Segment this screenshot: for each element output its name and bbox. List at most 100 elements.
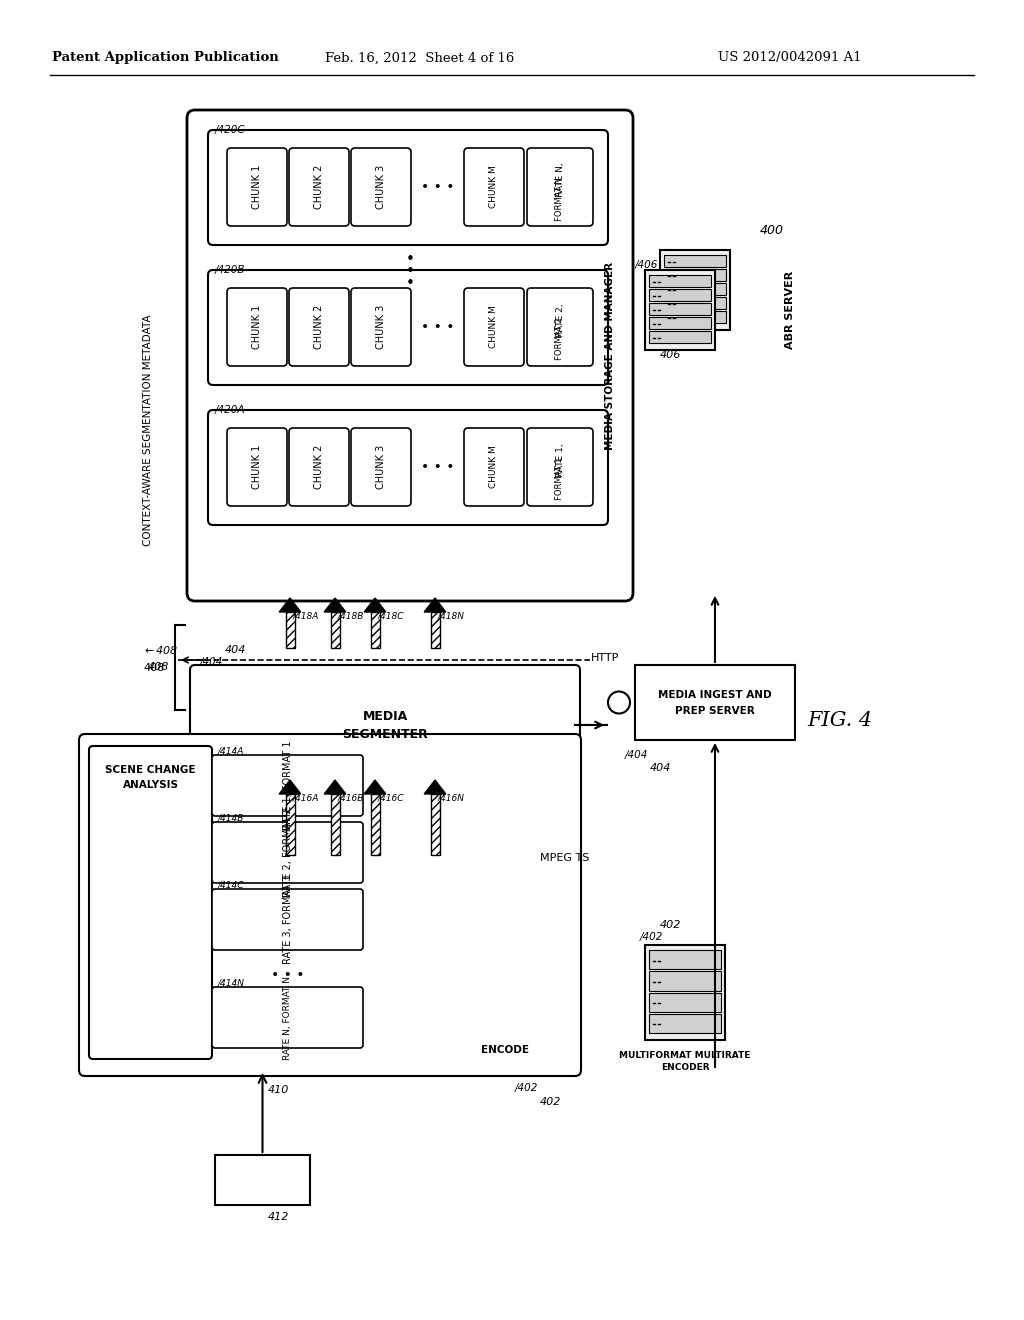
Text: CHUNK M: CHUNK M: [489, 306, 499, 348]
FancyBboxPatch shape: [208, 411, 608, 525]
Bar: [649, 993, 721, 1011]
FancyBboxPatch shape: [212, 987, 362, 1048]
Text: RATE 1,: RATE 1,: [555, 444, 564, 477]
Text: /402: /402: [640, 932, 664, 942]
Bar: [649, 317, 711, 329]
Bar: [331, 795, 340, 855]
Text: /414C: /414C: [218, 880, 245, 890]
Text: • • •: • • •: [270, 968, 304, 982]
Bar: [649, 950, 721, 969]
Text: /416C: /416C: [378, 793, 404, 803]
Text: CHUNK 1: CHUNK 1: [252, 445, 262, 490]
FancyBboxPatch shape: [212, 888, 362, 950]
Text: /402: /402: [515, 1082, 539, 1093]
Text: /406: /406: [635, 260, 658, 271]
Text: /414N: /414N: [218, 978, 245, 987]
FancyBboxPatch shape: [227, 428, 287, 506]
Bar: [649, 331, 711, 343]
Bar: [286, 795, 295, 855]
Text: 404: 404: [650, 763, 672, 774]
Bar: [215, 1155, 310, 1205]
FancyBboxPatch shape: [79, 734, 581, 1076]
Text: $\leftarrow$408: $\leftarrow$408: [142, 644, 178, 656]
Bar: [430, 612, 439, 648]
Text: CHUNK 2: CHUNK 2: [314, 305, 324, 350]
Text: /418A: /418A: [293, 611, 319, 620]
Text: /418B: /418B: [338, 611, 365, 620]
Polygon shape: [325, 598, 346, 612]
Bar: [645, 271, 715, 350]
Polygon shape: [365, 780, 386, 795]
Bar: [649, 275, 711, 286]
Text: FORMAT 1: FORMAT 1: [555, 458, 564, 500]
Text: ENCODER: ENCODER: [660, 1064, 710, 1072]
Text: 402: 402: [660, 920, 681, 931]
Text: • • •: • • •: [421, 319, 455, 334]
Bar: [286, 612, 295, 648]
Text: US 2012/0042091 A1: US 2012/0042091 A1: [718, 51, 862, 65]
Text: FORMAT N: FORMAT N: [555, 177, 564, 220]
Text: /404: /404: [625, 750, 648, 760]
Text: ABR SERVER: ABR SERVER: [785, 271, 795, 348]
Text: Patent Application Publication: Patent Application Publication: [51, 51, 279, 65]
FancyBboxPatch shape: [227, 288, 287, 366]
Text: RATE 3, FORMAT 3: RATE 3, FORMAT 3: [283, 875, 293, 964]
Bar: [664, 297, 726, 309]
Polygon shape: [424, 780, 445, 795]
Text: • • •: • • •: [421, 459, 455, 474]
FancyBboxPatch shape: [351, 288, 411, 366]
Text: /416N: /416N: [438, 793, 465, 803]
Text: 410: 410: [267, 1085, 289, 1096]
Text: 408: 408: [143, 663, 165, 673]
Text: /420B: /420B: [215, 265, 246, 275]
Bar: [664, 269, 726, 281]
FancyBboxPatch shape: [464, 148, 524, 226]
Text: ENCODE: ENCODE: [481, 1045, 529, 1055]
Bar: [635, 665, 795, 741]
Text: /418N: /418N: [438, 611, 465, 620]
Text: •: •: [406, 276, 415, 292]
Text: 406: 406: [660, 350, 681, 360]
Bar: [649, 1014, 721, 1034]
Bar: [660, 249, 730, 330]
Text: • • •: • • •: [421, 180, 455, 194]
Text: /416B: /416B: [338, 793, 365, 803]
Text: RATE N, FORMAT N: RATE N, FORMAT N: [283, 975, 292, 1060]
Text: RATE 1, FORMAT 1: RATE 1, FORMAT 1: [283, 741, 293, 830]
Text: /416A: /416A: [293, 793, 319, 803]
Text: CONTEXT-AWARE SEGMENTATION METADATA: CONTEXT-AWARE SEGMENTATION METADATA: [143, 314, 153, 545]
FancyBboxPatch shape: [289, 288, 349, 366]
Text: /404: /404: [200, 657, 223, 667]
Text: RATE 2,: RATE 2,: [555, 304, 564, 337]
Text: FORMAT 2: FORMAT 2: [555, 318, 564, 360]
Text: /420A: /420A: [215, 405, 246, 414]
Text: CHUNK 2: CHUNK 2: [314, 445, 324, 490]
Bar: [664, 282, 726, 294]
Text: •: •: [406, 252, 415, 268]
Text: CHUNK M: CHUNK M: [489, 165, 499, 209]
FancyBboxPatch shape: [212, 822, 362, 883]
Polygon shape: [280, 598, 301, 612]
Text: /418C: /418C: [378, 611, 404, 620]
Polygon shape: [424, 598, 445, 612]
Bar: [331, 612, 340, 648]
FancyBboxPatch shape: [212, 755, 362, 816]
Text: MEDIA: MEDIA: [362, 710, 408, 723]
Text: /414A: /414A: [218, 747, 245, 755]
Text: •: •: [406, 264, 415, 280]
Text: RATE N,: RATE N,: [555, 162, 564, 197]
Text: CHUNK 3: CHUNK 3: [376, 445, 386, 490]
Polygon shape: [325, 780, 346, 795]
FancyBboxPatch shape: [289, 148, 349, 226]
Text: CHUNK 2: CHUNK 2: [314, 165, 324, 209]
Text: 400: 400: [760, 223, 784, 236]
Text: /420C: /420C: [215, 125, 246, 135]
FancyBboxPatch shape: [208, 271, 608, 385]
FancyBboxPatch shape: [464, 288, 524, 366]
Polygon shape: [280, 780, 301, 795]
Text: SEGMENTER: SEGMENTER: [342, 729, 428, 742]
Text: 404: 404: [225, 645, 247, 655]
Bar: [430, 795, 439, 855]
FancyBboxPatch shape: [527, 148, 593, 226]
Text: CHUNK 3: CHUNK 3: [376, 305, 386, 348]
